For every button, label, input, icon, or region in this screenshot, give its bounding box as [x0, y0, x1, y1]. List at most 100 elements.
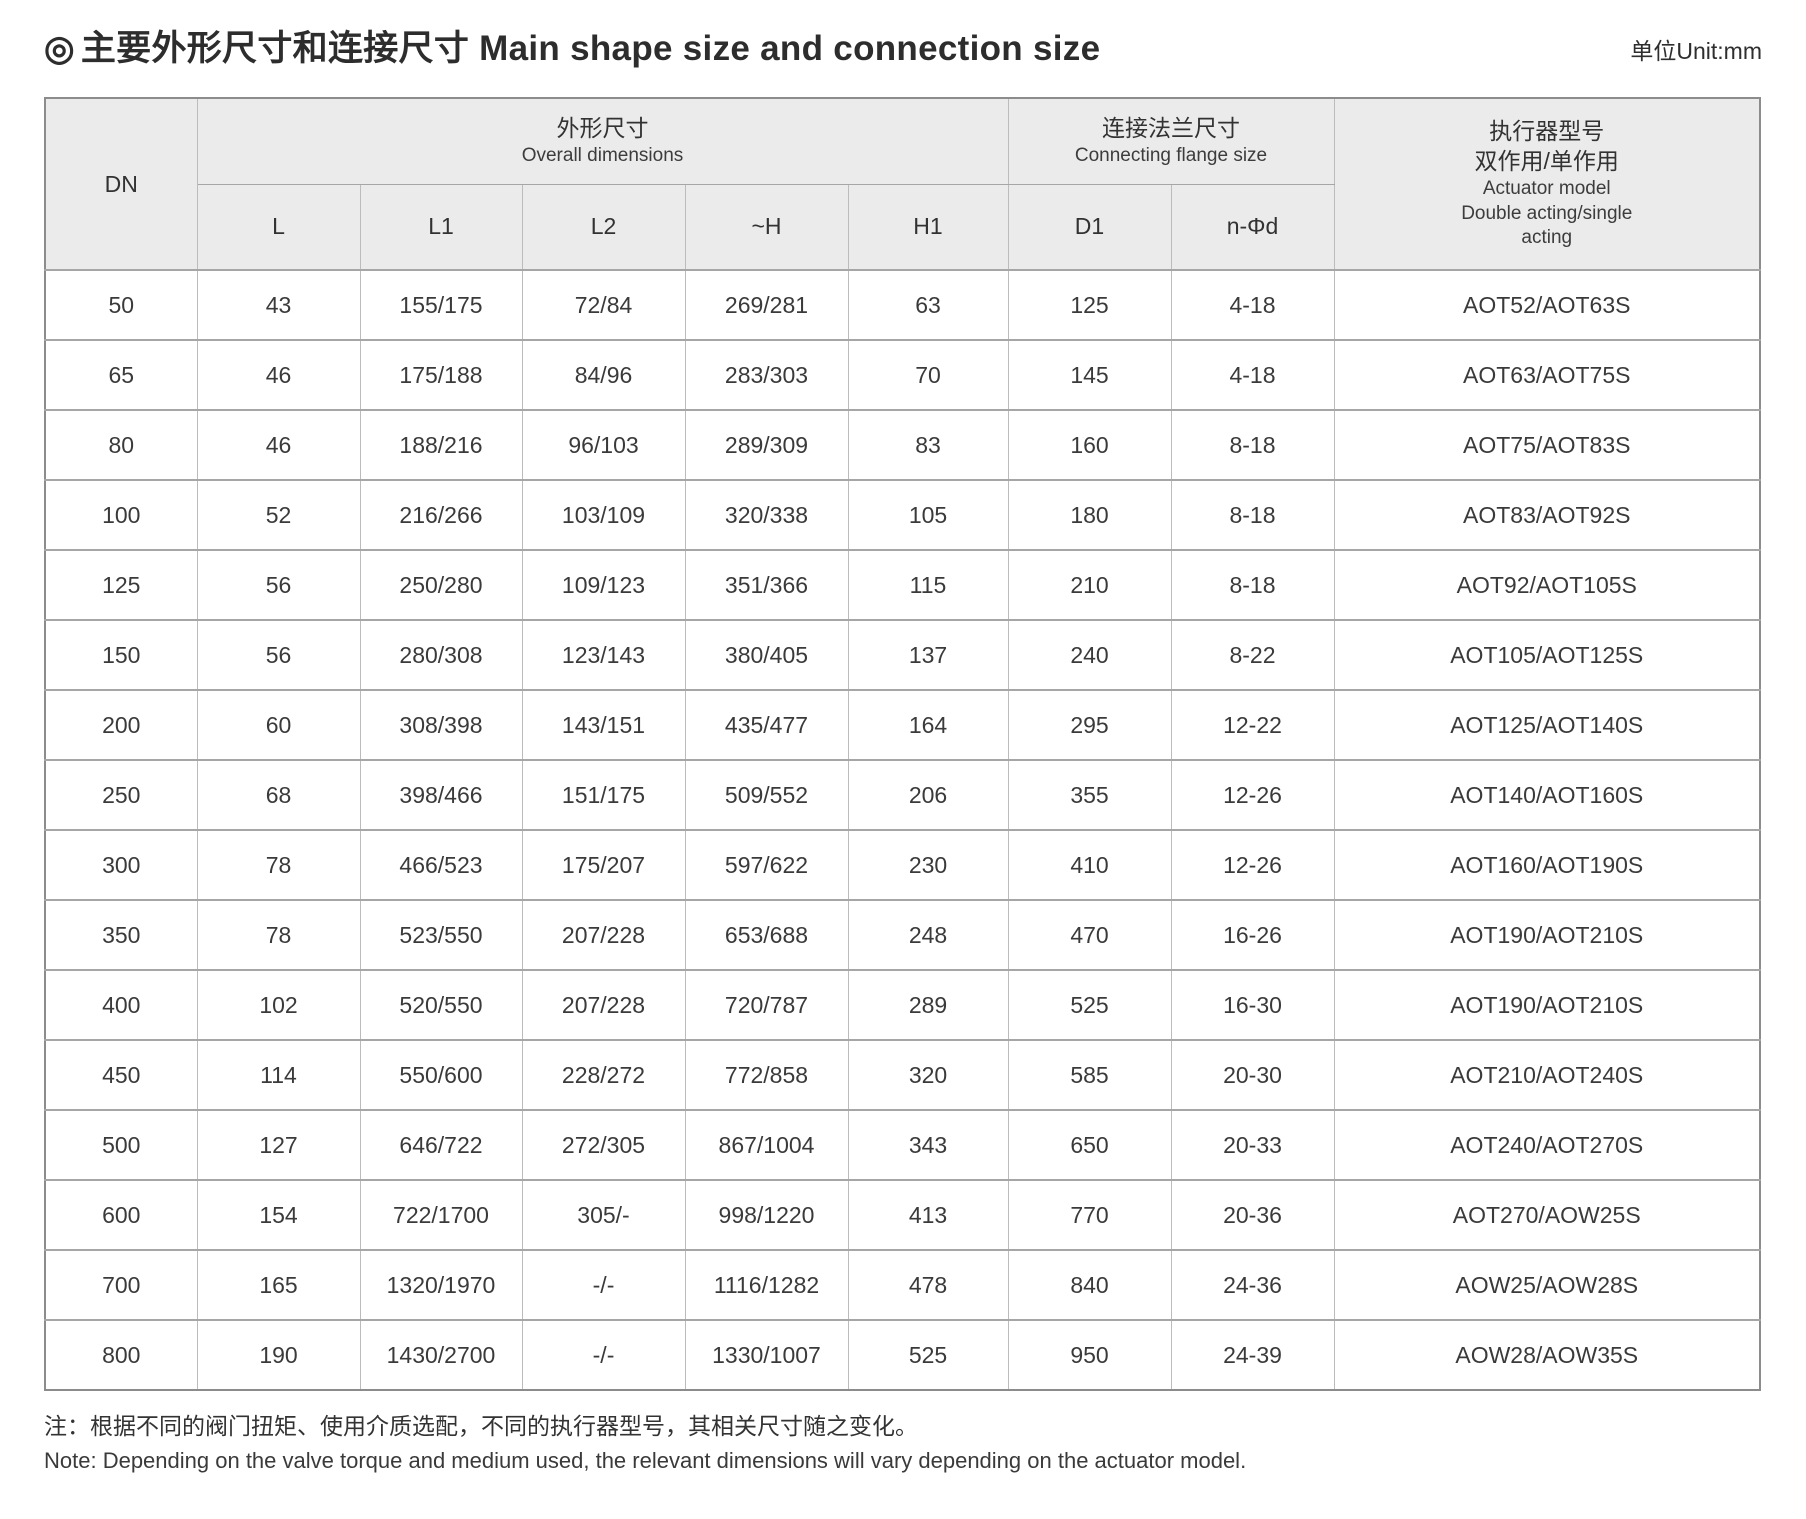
cell-h: 867/1004: [684, 1109, 849, 1181]
table-body: 50 43 155/175 72/84 269/281 63 125 4-18 AOT52/AO…: [44, 269, 1761, 1391]
table-row: 400 102 520/550 207/228 720/787 289 525 16-30 AO…: [44, 969, 1761, 1041]
cell-d1: 125: [1007, 269, 1172, 341]
table-row: 350 78 523/550 207/228 653/688 248 470 16-26 AOT…: [44, 899, 1761, 971]
table-row: 65 46 175/188 84/96 283/303 70 145 4-18 AOT63/AO…: [44, 339, 1761, 411]
cell-dn: 450: [44, 1039, 198, 1111]
cell-h1: 70: [847, 339, 1009, 411]
cell-h1: 320: [847, 1039, 1009, 1111]
cell-actuator-model: AOT270/AOW25S: [1333, 1179, 1761, 1251]
cell-l1: 308/398: [359, 689, 523, 761]
cell-l: 154: [196, 1179, 361, 1251]
cell-l: 190: [196, 1319, 361, 1391]
sub-header-row: L L1 L2 ~H H1 D1 n-Φd: [45, 183, 1760, 271]
cell-l1: 722/1700: [359, 1179, 523, 1251]
cell-h1: 413: [847, 1179, 1009, 1251]
cell-h: 509/552: [684, 759, 849, 831]
cell-d1: 770: [1007, 1179, 1172, 1251]
cell-h: 435/477: [684, 689, 849, 761]
cell-h1: 137: [847, 619, 1009, 691]
cell-h: 772/858: [684, 1039, 849, 1111]
cell-l1: 550/600: [359, 1039, 523, 1111]
cell-n-phi-d: 20-30: [1170, 1039, 1335, 1111]
cell-dn: 150: [44, 619, 198, 691]
cell-l1: 155/175: [359, 269, 523, 341]
cell-l1: 1320/1970: [359, 1249, 523, 1321]
cell-l: 68: [196, 759, 361, 831]
title-row: ◎ 主要外形尺寸和连接尺寸 Main shape size and connecti…: [44, 20, 1762, 71]
dimensions-table: DN 外形尺寸 Overall dimensions 连接法兰尺寸 Connec…: [44, 97, 1761, 1391]
cell-l: 46: [196, 339, 361, 411]
cell-l2: 305/-: [521, 1179, 686, 1251]
cell-l: 46: [196, 409, 361, 481]
cell-l: 78: [196, 829, 361, 901]
cell-n-phi-d: 20-33: [1170, 1109, 1335, 1181]
cell-l2: 143/151: [521, 689, 686, 761]
table-row: 200 60 308/398 143/151 435/477 164 295 12-22 AOT…: [44, 689, 1761, 761]
cell-actuator-model: AOT63/AOT75S: [1333, 339, 1761, 411]
cell-l: 52: [196, 479, 361, 551]
cell-l: 56: [196, 549, 361, 621]
cell-l2: 72/84: [521, 269, 686, 341]
cell-dn: 300: [44, 829, 198, 901]
table-row: 500 127 646/722 272/305 867/1004 343 650 20-33 A…: [44, 1109, 1761, 1181]
cell-h: 597/622: [684, 829, 849, 901]
cell-actuator-model: AOT52/AOT63S: [1333, 269, 1761, 341]
cell-dn: 700: [44, 1249, 198, 1321]
table-row: 600 154 722/1700 305/- 998/1220 413 770 20-36 AO…: [44, 1179, 1761, 1251]
col-header-l2: L2: [521, 183, 686, 271]
cell-h: 380/405: [684, 619, 849, 691]
cell-l1: 398/466: [359, 759, 523, 831]
cell-d1: 210: [1007, 549, 1172, 621]
cell-l: 114: [196, 1039, 361, 1111]
cell-dn: 65: [44, 339, 198, 411]
cell-l2: 228/272: [521, 1039, 686, 1111]
table-row: 700 165 1320/1970 -/- 1116/1282 478 840 24-36 AO…: [44, 1249, 1761, 1321]
cell-l2: 109/123: [521, 549, 686, 621]
cell-d1: 355: [1007, 759, 1172, 831]
cell-l2: 207/228: [521, 969, 686, 1041]
cell-actuator-model: AOT105/AOT125S: [1333, 619, 1761, 691]
cell-d1: 470: [1007, 899, 1172, 971]
cell-h: 720/787: [684, 969, 849, 1041]
cell-l1: 250/280: [359, 549, 523, 621]
cell-actuator-model: AOT92/AOT105S: [1333, 549, 1761, 621]
cell-h1: 230: [847, 829, 1009, 901]
col-header-l1: L1: [359, 183, 523, 271]
page-title: ◎ 主要外形尺寸和连接尺寸 Main shape size and connecti…: [44, 20, 1100, 71]
cell-actuator-model: AOT190/AOT210S: [1333, 969, 1761, 1041]
cell-d1: 180: [1007, 479, 1172, 551]
cell-h: 351/366: [684, 549, 849, 621]
cell-n-phi-d: 20-36: [1170, 1179, 1335, 1251]
cell-l: 56: [196, 619, 361, 691]
cell-l2: 84/96: [521, 339, 686, 411]
cell-l1: 1430/2700: [359, 1319, 523, 1391]
cell-l: 102: [196, 969, 361, 1041]
cell-d1: 160: [1007, 409, 1172, 481]
note-en: Note: Depending on the valve torque and …: [44, 1447, 1247, 1473]
cell-l2: -/-: [521, 1319, 686, 1391]
cell-d1: 410: [1007, 829, 1172, 901]
table-row: 450 114 550/600 228/272 772/858 320 585 20-30 AO…: [44, 1039, 1761, 1111]
table-row: 125 56 250/280 109/123 351/366 115 210 8-18 AOT9…: [44, 549, 1761, 621]
cell-h1: 206: [847, 759, 1009, 831]
cell-n-phi-d: 12-26: [1170, 759, 1335, 831]
cell-d1: 295: [1007, 689, 1172, 761]
cell-h: 1116/1282: [684, 1249, 849, 1321]
cell-dn: 250: [44, 759, 198, 831]
cell-n-phi-d: 8-22: [1170, 619, 1335, 691]
table-row: 150 56 280/308 123/143 380/405 137 240 8-22 AOT1…: [44, 619, 1761, 691]
col-group-overall-dimensions: 外形尺寸 Overall dimensions: [196, 97, 1009, 185]
col-header-n-phi-d: n-Φd: [1170, 183, 1335, 271]
cell-l1: 216/266: [359, 479, 523, 551]
cell-h1: 478: [847, 1249, 1009, 1321]
cell-dn: 800: [44, 1319, 198, 1391]
cell-n-phi-d: 16-26: [1170, 899, 1335, 971]
cell-h1: 289: [847, 969, 1009, 1041]
table-row: 250 68 398/466 151/175 509/552 206 355 12-26 AOT…: [44, 759, 1761, 831]
page-title-en: Main shape size and connection size: [479, 29, 1101, 68]
group-header-row: DN 外形尺寸 Overall dimensions 连接法兰尺寸 Connec…: [44, 97, 1761, 271]
cell-actuator-model: AOT210/AOT240S: [1333, 1039, 1761, 1111]
cell-actuator-model: AOT190/AOT210S: [1333, 899, 1761, 971]
cell-h: 998/1220: [684, 1179, 849, 1251]
connecting-flange-label-en: Connecting flange size: [1074, 144, 1268, 166]
